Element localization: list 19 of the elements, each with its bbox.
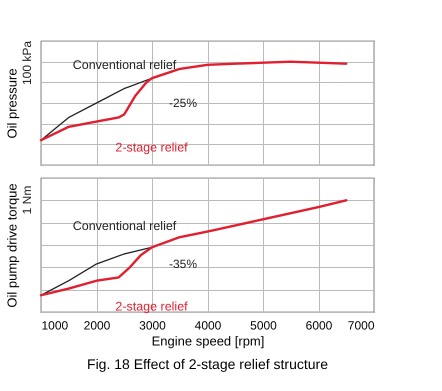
x-tick-label: 7000: [348, 318, 375, 332]
x-tick-label: 1000: [42, 318, 69, 332]
x-tick-label: 4000: [194, 318, 222, 332]
series-label: 2-stage relief: [115, 300, 188, 314]
series-label: Conventional relief: [72, 58, 177, 72]
x-tick-label: 6000: [306, 318, 333, 332]
x-tick-label: 3000: [139, 318, 166, 332]
text: 100 kPa: [20, 40, 34, 86]
annotation: -35%: [169, 257, 198, 271]
annotation: -25%: [169, 96, 198, 110]
text: Conventional relief: [72, 218, 177, 233]
series-label: 2-stage relief: [115, 140, 188, 155]
x-axis-title: Engine speed [rpm]: [152, 334, 264, 348]
y-axis-title: Oil pressure: [4, 68, 20, 139]
x-tick-label: 5000: [250, 318, 278, 332]
text: Fig. 18 Effect of 2-stage relief structure: [87, 356, 328, 372]
x-tick-label: 2000: [84, 318, 111, 332]
text: 1 Nm: [20, 186, 34, 214]
y-axis-title: Oil pump drive torque: [4, 183, 20, 308]
